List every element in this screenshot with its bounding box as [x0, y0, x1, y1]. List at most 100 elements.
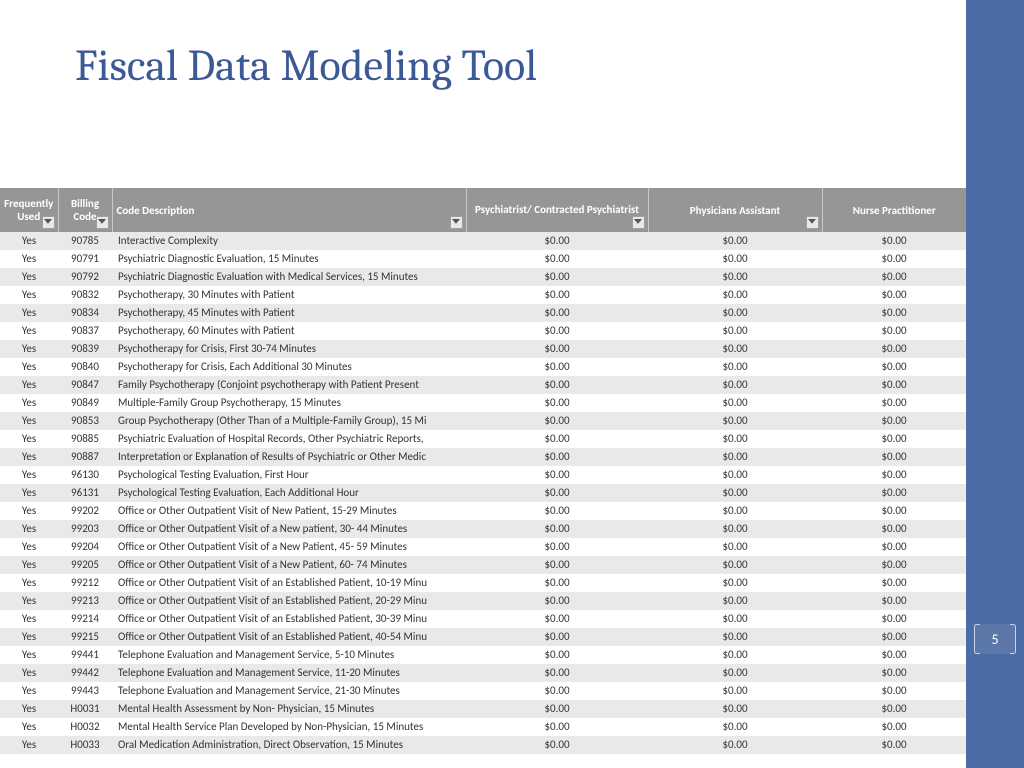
cell-used: Yes — [0, 556, 58, 574]
cell-np: $0.00 — [822, 322, 966, 340]
table-row[interactable]: Yes90834Psychotherapy, 45 Minutes with P… — [0, 304, 966, 322]
cell-np: $0.00 — [822, 736, 966, 754]
cell-desc: Psychiatric Evaluation of Hospital Recor… — [112, 430, 466, 448]
col-nurse-practitioner[interactable]: Nurse Practitioner — [822, 188, 966, 232]
table-row[interactable]: Yes90847Family Psychotherapy (Conjoint p… — [0, 376, 966, 394]
table-row[interactable]: Yes90840Psychotherapy for Crisis, Each A… — [0, 358, 966, 376]
cell-np: $0.00 — [822, 412, 966, 430]
cell-pa: $0.00 — [648, 286, 822, 304]
table-row[interactable]: Yes96131Psychological Testing Evaluation… — [0, 484, 966, 502]
table-row[interactable]: Yes99214Office or Other Outpatient Visit… — [0, 610, 966, 628]
cell-used: Yes — [0, 682, 58, 700]
cell-desc: Psychiatric Diagnostic Evaluation, 15 Mi… — [112, 250, 466, 268]
cell-desc: Psychotherapy, 30 Minutes with Patient — [112, 286, 466, 304]
cell-used: Yes — [0, 664, 58, 682]
cell-used: Yes — [0, 484, 58, 502]
cell-pa: $0.00 — [648, 718, 822, 736]
table-row[interactable]: Yes99443Telephone Evaluation and Managem… — [0, 682, 966, 700]
cell-used: Yes — [0, 466, 58, 484]
cell-psy: $0.00 — [466, 682, 648, 700]
table-row[interactable]: Yes90792Psychiatric Diagnostic Evaluatio… — [0, 268, 966, 286]
cell-used: Yes — [0, 232, 58, 250]
table-row[interactable]: Yes90785Interactive Complexity$0.00$0.00… — [0, 232, 966, 250]
filter-icon[interactable] — [632, 216, 645, 229]
col-psychiatrist[interactable]: Psychiatrist/ Contracted Psychiatrist — [466, 188, 648, 232]
table-row[interactable]: Yes99212Office or Other Outpatient Visit… — [0, 574, 966, 592]
cell-psy: $0.00 — [466, 628, 648, 646]
table-row[interactable]: Yes90853Group Psychotherapy (Other Than … — [0, 412, 966, 430]
cell-pa: $0.00 — [648, 304, 822, 322]
cell-psy: $0.00 — [466, 736, 648, 754]
cell-np: $0.00 — [822, 250, 966, 268]
col-code-description[interactable]: Code Description — [112, 188, 466, 232]
table-row[interactable]: Yes90849Multiple-Family Group Psychother… — [0, 394, 966, 412]
table-row[interactable]: Yes99202Office or Other Outpatient Visit… — [0, 502, 966, 520]
table-row[interactable]: Yes90832Psychotherapy, 30 Minutes with P… — [0, 286, 966, 304]
cell-psy: $0.00 — [466, 322, 648, 340]
cell-pa: $0.00 — [648, 574, 822, 592]
cell-desc: Office or Other Outpatient Visit of an E… — [112, 610, 466, 628]
cell-pa: $0.00 — [648, 538, 822, 556]
cell-desc: Office or Other Outpatient Visit of a Ne… — [112, 538, 466, 556]
table-row[interactable]: YesH0033Oral Medication Administration, … — [0, 736, 966, 754]
cell-desc: Office or Other Outpatient Visit of New … — [112, 502, 466, 520]
cell-pa: $0.00 — [648, 322, 822, 340]
table-row[interactable]: Yes99204Office or Other Outpatient Visit… — [0, 538, 966, 556]
cell-desc: Office or Other Outpatient Visit of an E… — [112, 574, 466, 592]
col-frequently-used[interactable]: Frequently Used — [0, 188, 58, 232]
cell-np: $0.00 — [822, 646, 966, 664]
filter-icon[interactable] — [42, 216, 55, 229]
cell-desc: Psychiatric Diagnostic Evaluation with M… — [112, 268, 466, 286]
cell-np: $0.00 — [822, 484, 966, 502]
cell-psy: $0.00 — [466, 502, 648, 520]
cell-code: 90837 — [58, 322, 112, 340]
cell-np: $0.00 — [822, 304, 966, 322]
table-row[interactable]: Yes96130Psychological Testing Evaluation… — [0, 466, 966, 484]
cell-pa: $0.00 — [648, 610, 822, 628]
cell-desc: Office or Other Outpatient Visit of a Ne… — [112, 520, 466, 538]
cell-used: Yes — [0, 430, 58, 448]
cell-used: Yes — [0, 646, 58, 664]
cell-desc: Interactive Complexity — [112, 232, 466, 250]
table-row[interactable]: Yes90791Psychiatric Diagnostic Evaluatio… — [0, 250, 966, 268]
cell-np: $0.00 — [822, 718, 966, 736]
cell-psy: $0.00 — [466, 610, 648, 628]
table-row[interactable]: Yes90885Psychiatric Evaluation of Hospit… — [0, 430, 966, 448]
table-row[interactable]: Yes99215Office or Other Outpatient Visit… — [0, 628, 966, 646]
cell-code: H0032 — [58, 718, 112, 736]
col-physicians-assistant[interactable]: Physicians Assistant — [648, 188, 822, 232]
cell-code: 99442 — [58, 664, 112, 682]
table-row[interactable]: Yes99442Telephone Evaluation and Managem… — [0, 664, 966, 682]
cell-pa: $0.00 — [648, 358, 822, 376]
table-row[interactable]: Yes99205Office or Other Outpatient Visit… — [0, 556, 966, 574]
table-row[interactable]: Yes99441Telephone Evaluation and Managem… — [0, 646, 966, 664]
cell-used: Yes — [0, 538, 58, 556]
cell-pa: $0.00 — [648, 232, 822, 250]
table-row[interactable]: Yes90839Psychotherapy for Crisis, First … — [0, 340, 966, 358]
cell-code: 96130 — [58, 466, 112, 484]
cell-psy: $0.00 — [466, 250, 648, 268]
cell-desc: Group Psychotherapy (Other Than of a Mul… — [112, 412, 466, 430]
cell-np: $0.00 — [822, 682, 966, 700]
filter-icon[interactable] — [450, 216, 463, 229]
cell-np: $0.00 — [822, 340, 966, 358]
table-row[interactable]: Yes90837Psychotherapy, 60 Minutes with P… — [0, 322, 966, 340]
cell-used: Yes — [0, 358, 58, 376]
cell-desc: Interpretation or Explanation of Results… — [112, 448, 466, 466]
cell-psy: $0.00 — [466, 520, 648, 538]
filter-icon[interactable] — [806, 216, 819, 229]
cell-psy: $0.00 — [466, 484, 648, 502]
cell-desc: Oral Medication Administration, Direct O… — [112, 736, 466, 754]
table-row[interactable]: Yes99213Office or Other Outpatient Visit… — [0, 592, 966, 610]
table-row[interactable]: Yes99203Office or Other Outpatient Visit… — [0, 520, 966, 538]
cell-code: 90834 — [58, 304, 112, 322]
filter-icon[interactable] — [96, 216, 109, 229]
cell-used: Yes — [0, 448, 58, 466]
table-row[interactable]: Yes90887Interpretation or Explanation of… — [0, 448, 966, 466]
col-billing-code[interactable]: Billing Code — [58, 188, 112, 232]
page-title: Fiscal Data Modeling Tool — [0, 0, 1024, 91]
table-row[interactable]: YesH0031Mental Health Assessment by Non-… — [0, 700, 966, 718]
table-row[interactable]: YesH0032Mental Health Service Plan Devel… — [0, 718, 966, 736]
page-number: 5 — [991, 631, 998, 648]
billing-table-wrap: Frequently Used Billing Code Code Descri… — [0, 188, 966, 754]
